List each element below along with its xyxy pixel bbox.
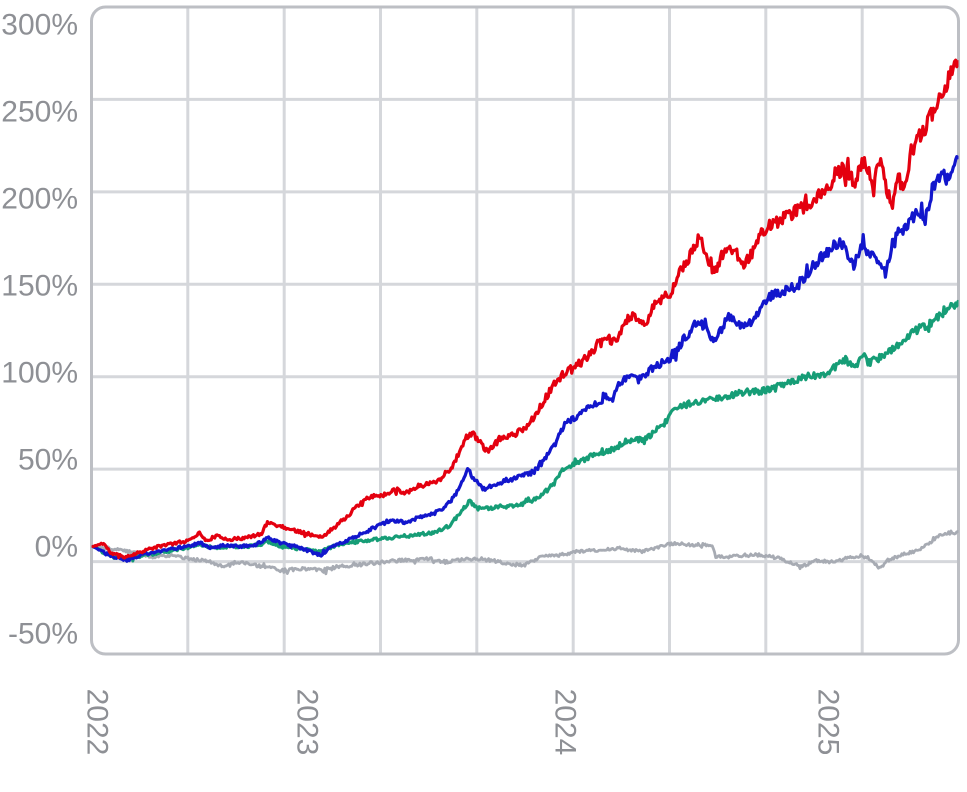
y-tick-label: 150% xyxy=(1,270,78,303)
series-lines xyxy=(91,58,959,576)
series-blue-line xyxy=(91,155,959,563)
series-gray-line xyxy=(91,529,959,576)
y-tick-label: 100% xyxy=(1,357,78,390)
x-tick-label: 2023 xyxy=(291,689,324,756)
x-axis-labels: 2022 2023 2024 2025 xyxy=(81,689,845,756)
y-tick-label: -50% xyxy=(8,618,78,651)
series-red-line xyxy=(91,58,959,560)
x-tick-label: 2022 xyxy=(81,689,114,756)
x-tick-label: 2025 xyxy=(812,689,845,756)
y-tick-label: 50% xyxy=(18,444,78,477)
y-tick-label: 300% xyxy=(1,9,78,42)
y-tick-label: 250% xyxy=(1,96,78,129)
y-tick-label: 0% xyxy=(35,531,78,564)
plot-border xyxy=(90,5,960,656)
x-tick-label: 2024 xyxy=(549,689,582,756)
y-axis-labels: 300% 250% 200% 150% 100% 50% 0% -50% xyxy=(1,9,78,651)
series-green-line xyxy=(91,299,959,563)
y-tick-label: 200% xyxy=(1,183,78,216)
plot-grid xyxy=(91,7,959,654)
